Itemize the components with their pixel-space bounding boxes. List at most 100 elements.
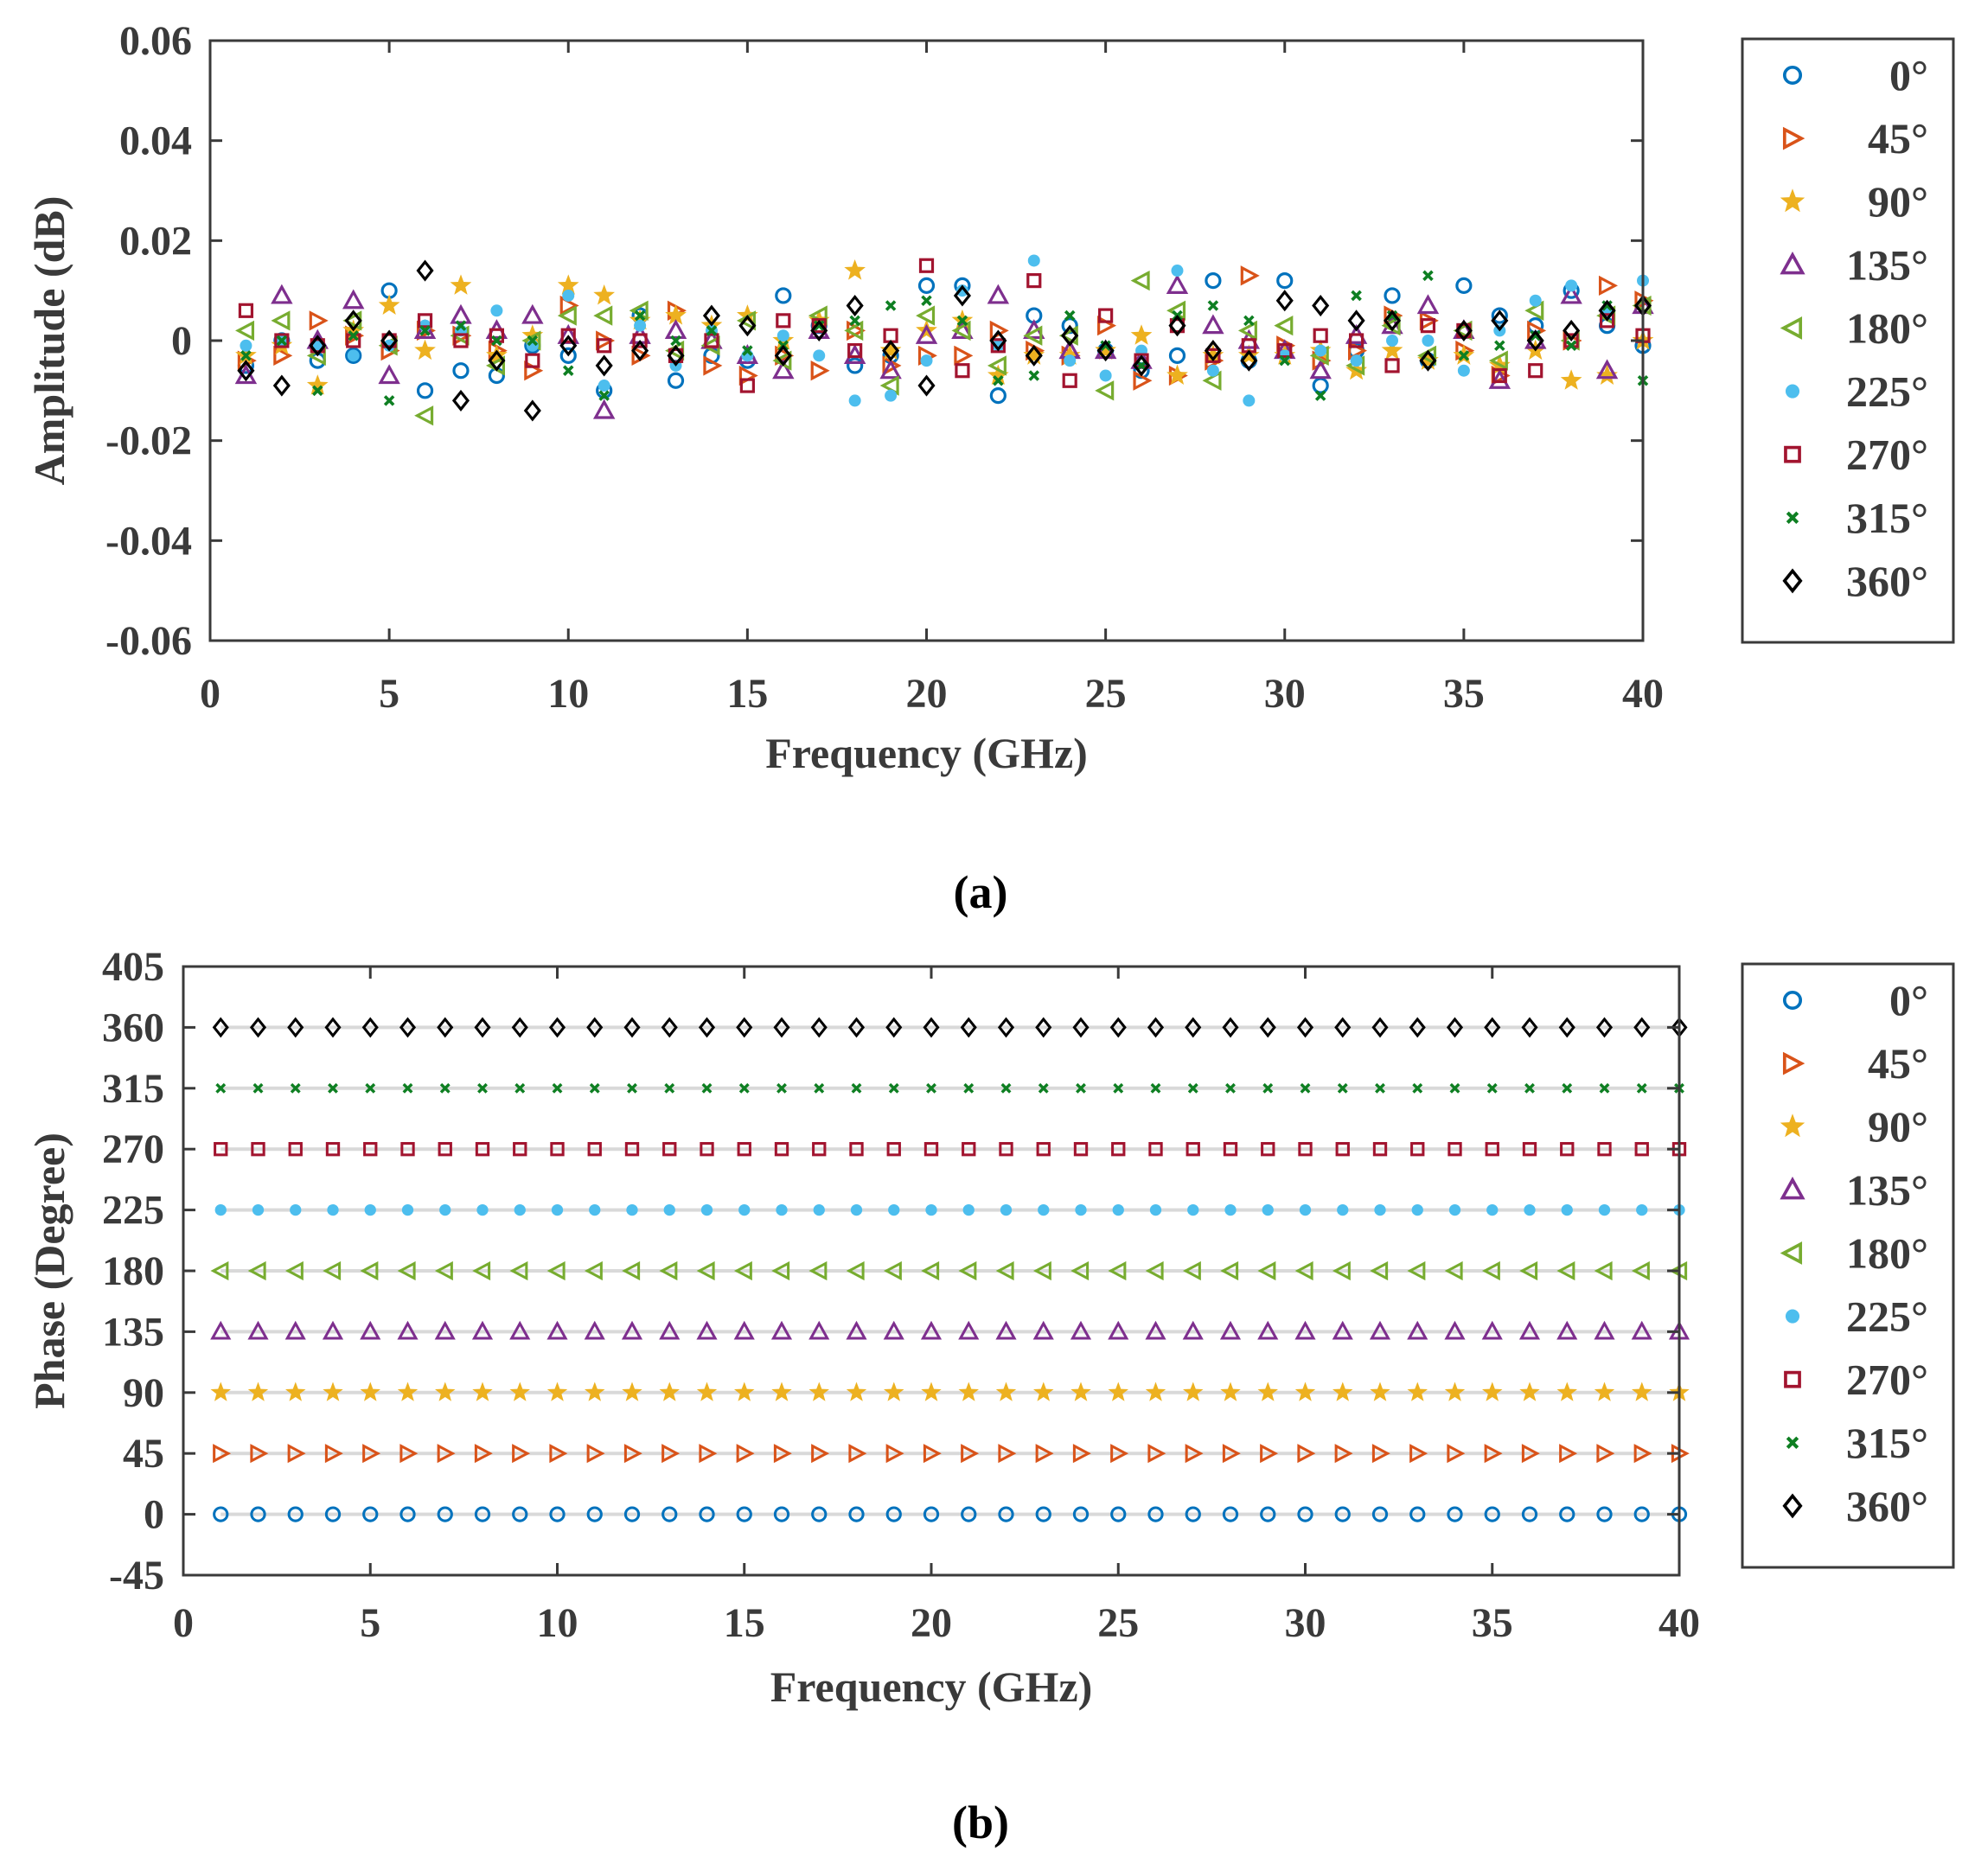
data-point: [1072, 1506, 1090, 1522]
data-point: [812, 1142, 827, 1157]
data-point: [1023, 344, 1045, 365]
data-point: [997, 1017, 1015, 1038]
data-point: [1277, 342, 1293, 359]
data-point: [400, 1142, 415, 1157]
data-point: [916, 305, 936, 326]
data-point: [1375, 1082, 1385, 1094]
data-point: [324, 1506, 342, 1522]
legend-label: 0°: [1889, 976, 1928, 1024]
data-point: [1488, 350, 1508, 371]
data-point: [214, 1203, 227, 1216]
data-point: [700, 1203, 713, 1216]
data-point: [509, 1381, 530, 1401]
data-point: [846, 294, 864, 317]
data-point: [1262, 1203, 1274, 1216]
data-point: [665, 304, 687, 325]
data-point: [846, 1260, 865, 1281]
data-point: [435, 1381, 456, 1401]
data-point: [511, 1017, 528, 1038]
data-point: [471, 1320, 494, 1340]
data-point: [1309, 359, 1332, 380]
data-point: [623, 1506, 641, 1522]
data-point: [214, 1142, 228, 1157]
data-point: [323, 1381, 343, 1401]
data-point: [562, 365, 574, 376]
data-point: [1598, 299, 1616, 322]
y-tick-label: 0: [144, 1492, 164, 1538]
data-point: [1032, 1320, 1054, 1340]
data-point: [210, 1260, 229, 1281]
chart-a-y-ticks: -0.06 -0.04 -0.02 0 0.02 0.04 0.06: [105, 18, 1643, 664]
chart-panel-b: 0 5 10 15 20 25 30 35 40 -4504590135180225270315…: [25, 944, 1955, 1848]
y-tick-label: -0.04: [105, 518, 192, 564]
data-point: [776, 313, 791, 329]
data-point: [1028, 370, 1040, 381]
data-point: [1312, 377, 1329, 394]
data-point: [624, 1142, 640, 1157]
y-tick-label: 45: [123, 1431, 164, 1477]
data-point: [1168, 347, 1186, 364]
data-point: [634, 319, 647, 332]
data-point: [958, 1381, 979, 1401]
data-point: [661, 1444, 681, 1464]
data-point: [1026, 273, 1042, 289]
data-point: [659, 1260, 678, 1281]
series-180deg: [210, 1260, 1688, 1281]
data-point: [1484, 1444, 1503, 1464]
data-point: [888, 1203, 900, 1216]
data-point: [849, 1142, 864, 1157]
data-point: [670, 335, 681, 347]
data-point: [808, 1381, 829, 1401]
data-point: [808, 1260, 828, 1281]
data-point: [770, 1320, 793, 1340]
data-point: [885, 1017, 903, 1038]
data-point: [345, 347, 362, 364]
data-point: [1202, 370, 1222, 391]
data-point: [814, 1082, 825, 1094]
data-point: [251, 1142, 265, 1157]
data-point: [549, 1444, 568, 1464]
data-point: [1133, 354, 1151, 377]
legend-marker: [1780, 1177, 1805, 1200]
legend-item: 0°: [1782, 976, 1928, 1024]
x-tick-label: 20: [906, 671, 948, 717]
data-point: [663, 1203, 675, 1216]
data-point: [1182, 1260, 1201, 1281]
data-point: [276, 335, 288, 347]
data-point: [235, 320, 255, 341]
data-point: [811, 1506, 828, 1522]
data-point: [1371, 1444, 1390, 1464]
data-point: [450, 303, 472, 324]
data-point: [1595, 359, 1619, 380]
data-point: [1482, 1381, 1503, 1401]
x-tick-label: 20: [911, 1600, 952, 1646]
data-point: [1145, 1320, 1166, 1340]
data-point: [1449, 1082, 1460, 1094]
data-point: [886, 1142, 901, 1157]
data-point: [512, 1506, 528, 1522]
legend-label: 315°: [1846, 1419, 1928, 1467]
data-point: [775, 287, 792, 304]
data-point: [527, 335, 539, 347]
data-point: [701, 1082, 713, 1094]
data-point: [1560, 1142, 1575, 1157]
data-point: [921, 1260, 940, 1281]
data-point: [362, 1506, 379, 1522]
data-point: [1486, 1203, 1499, 1216]
data-point: [247, 1320, 269, 1340]
data-point: [434, 1320, 456, 1340]
data-point: [1130, 324, 1153, 345]
data-point: [810, 361, 830, 381]
data-point: [1599, 313, 1615, 329]
data-point: [1386, 309, 1398, 322]
data-point: [1147, 1017, 1165, 1038]
data-point: [1485, 1142, 1499, 1157]
legend-marker: [1782, 65, 1803, 86]
data-point: [963, 1082, 975, 1094]
data-point: [699, 1506, 715, 1522]
data-point: [1522, 1142, 1537, 1157]
data-point: [1130, 270, 1150, 291]
data-point: [850, 1203, 863, 1216]
data-point: [1033, 1381, 1054, 1401]
data-point: [347, 349, 360, 362]
